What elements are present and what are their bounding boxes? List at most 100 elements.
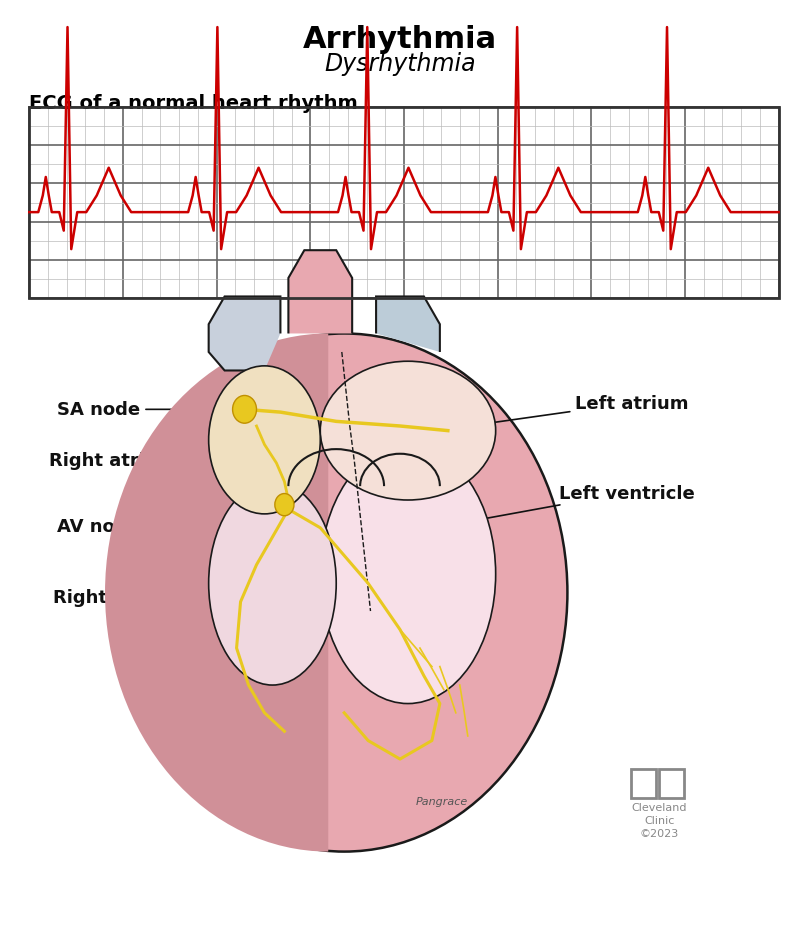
Point xyxy=(554,163,563,174)
PathPatch shape xyxy=(376,298,440,352)
Point xyxy=(268,102,278,113)
Text: Pangrace: Pangrace xyxy=(416,796,468,806)
Text: Arrhythmia: Arrhythmia xyxy=(303,24,497,54)
Point xyxy=(672,208,682,219)
Circle shape xyxy=(233,396,257,424)
Point xyxy=(699,102,709,113)
Point xyxy=(493,294,502,305)
Point xyxy=(250,102,259,113)
Point xyxy=(381,294,390,305)
Point xyxy=(99,102,109,113)
Point xyxy=(230,294,240,305)
Text: Left ventricle: Left ventricle xyxy=(462,484,695,523)
Point xyxy=(568,294,578,305)
Point xyxy=(774,294,783,305)
Point xyxy=(118,102,128,113)
Point xyxy=(474,294,484,305)
Point xyxy=(568,102,578,113)
Point xyxy=(418,294,427,305)
Point xyxy=(62,294,71,305)
Point xyxy=(662,102,671,113)
Point xyxy=(437,102,446,113)
Text: Right atrium: Right atrium xyxy=(50,441,250,470)
Point xyxy=(156,102,166,113)
PathPatch shape xyxy=(288,251,352,334)
Point xyxy=(362,294,371,305)
Point xyxy=(25,208,34,219)
Point xyxy=(624,294,634,305)
Point xyxy=(511,102,521,113)
Point xyxy=(174,294,184,305)
Point xyxy=(699,294,709,305)
Line: 81 pts: 81 pts xyxy=(30,28,778,250)
Point xyxy=(212,294,222,305)
Point xyxy=(43,294,53,305)
Point xyxy=(174,102,184,113)
PathPatch shape xyxy=(209,298,281,371)
Point xyxy=(530,294,540,305)
Point xyxy=(418,102,427,113)
Point xyxy=(737,294,746,305)
Point xyxy=(137,102,146,113)
Point xyxy=(193,294,202,305)
Point xyxy=(43,102,53,113)
Text: Left atrium: Left atrium xyxy=(438,394,689,431)
Point xyxy=(474,102,484,113)
Point xyxy=(343,294,353,305)
Ellipse shape xyxy=(320,362,496,501)
Point xyxy=(641,172,650,184)
Point xyxy=(493,102,502,113)
Point xyxy=(250,294,259,305)
Bar xyxy=(30,108,778,299)
Point xyxy=(268,294,278,305)
Point xyxy=(230,102,240,113)
Point xyxy=(399,294,409,305)
Wedge shape xyxy=(105,334,328,852)
Point xyxy=(774,208,783,219)
Point xyxy=(662,294,671,305)
Text: AV node: AV node xyxy=(57,505,282,535)
Point xyxy=(437,294,446,305)
Point xyxy=(286,102,296,113)
Point xyxy=(680,102,690,113)
Point xyxy=(606,102,615,113)
Point xyxy=(642,102,652,113)
Bar xyxy=(631,769,656,798)
Point xyxy=(381,102,390,113)
Point xyxy=(680,294,690,305)
Point xyxy=(549,102,558,113)
Text: ECG of a normal heart rhythm: ECG of a normal heart rhythm xyxy=(30,94,358,113)
Point xyxy=(511,294,521,305)
Point xyxy=(416,191,426,202)
Point xyxy=(62,102,71,113)
Point xyxy=(306,294,315,305)
Point xyxy=(25,294,34,305)
Point xyxy=(81,294,90,305)
Ellipse shape xyxy=(209,482,336,685)
Point xyxy=(137,294,146,305)
Point xyxy=(494,191,503,202)
Point xyxy=(118,294,128,305)
Point xyxy=(324,294,334,305)
Point xyxy=(324,102,334,113)
Point xyxy=(455,102,465,113)
Text: Cleveland
Clinic
©2023: Cleveland Clinic ©2023 xyxy=(631,802,687,838)
Text: Dysrhythmia: Dysrhythmia xyxy=(324,52,476,76)
Text: Right ventricle: Right ventricle xyxy=(54,575,266,606)
Point xyxy=(81,102,90,113)
Point xyxy=(455,294,465,305)
Point xyxy=(718,102,727,113)
Point xyxy=(624,102,634,113)
Point xyxy=(362,102,371,113)
Point xyxy=(286,294,296,305)
Point xyxy=(549,294,558,305)
Bar xyxy=(659,769,684,798)
Point xyxy=(586,294,596,305)
Point xyxy=(193,102,202,113)
Point xyxy=(755,102,765,113)
Circle shape xyxy=(275,494,294,516)
Point xyxy=(62,22,72,33)
Point xyxy=(606,294,615,305)
Point xyxy=(306,102,315,113)
Point xyxy=(156,294,166,305)
